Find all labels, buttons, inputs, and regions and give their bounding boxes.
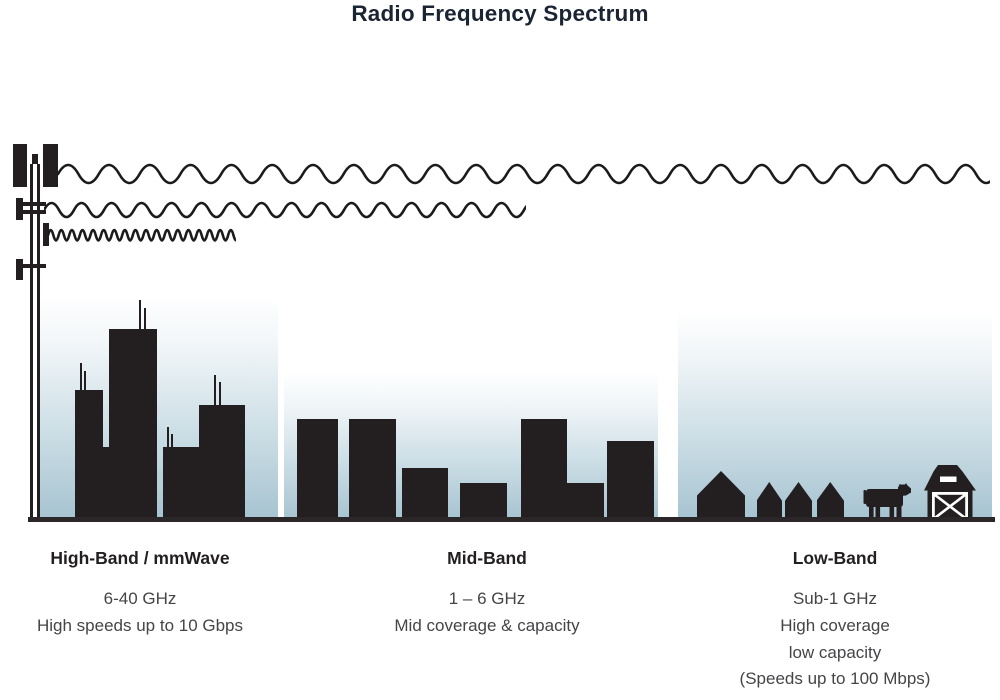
low-building — [100, 447, 112, 518]
midrise-building — [402, 468, 448, 518]
tower-mast-right-rail — [36, 164, 41, 518]
midrise-building — [460, 482, 507, 518]
skyscraper — [198, 404, 245, 518]
tower-side-antenna — [42, 222, 49, 246]
barn-icon — [924, 465, 976, 518]
tower-side-antenna — [16, 198, 23, 220]
band-frequency: 6-40 GHz — [103, 589, 177, 608]
rooftop-antenna — [218, 382, 221, 405]
band-frequency: 1 – 6 GHz — [448, 589, 526, 608]
band-description: High coverage — [780, 615, 890, 635]
band-description: Mid coverage & capacity — [394, 615, 580, 635]
band-label-low: Low-Band Sub-1 GHz High coverage low cap… — [705, 548, 965, 693]
low-band-wave — [58, 163, 990, 185]
skyscraper — [75, 390, 103, 518]
high-band-wave — [48, 228, 236, 242]
tower-mast-top — [31, 154, 38, 164]
midrise-building — [297, 419, 338, 518]
band-name: Low-Band — [792, 548, 878, 568]
tower-crossarm — [18, 264, 46, 269]
midrise-building — [567, 482, 604, 518]
rooftop-antenna — [167, 427, 169, 448]
rooftop-antenna — [79, 363, 82, 391]
rooftop-antenna — [213, 375, 216, 405]
rooftop-antenna — [144, 307, 146, 330]
cow-icon — [863, 483, 911, 520]
tower-side-antenna — [16, 259, 23, 280]
rooftop-antenna — [139, 300, 141, 330]
tower-antenna-panel-right — [43, 144, 58, 187]
band-label-mid: Mid-Band 1 – 6 GHz Mid coverage & capaci… — [357, 548, 617, 640]
tower-antenna-panel-left — [12, 144, 27, 187]
midrise-building — [607, 441, 654, 518]
skyscraper — [109, 329, 157, 518]
ground-line — [28, 516, 995, 522]
tower-crossarm — [18, 210, 46, 215]
tower-crossarm — [18, 201, 46, 206]
band-name: Mid-Band — [447, 548, 527, 568]
midrise-building — [521, 419, 567, 518]
band-description: low capacity — [788, 642, 882, 662]
rooftop-antenna — [171, 434, 173, 448]
midrise-building — [349, 419, 396, 518]
band-name: High-Band / mmWave — [50, 548, 230, 568]
band-frequency: Sub-1 GHz — [792, 589, 878, 608]
rooftop-antenna — [84, 371, 86, 391]
mid-band-wave — [44, 201, 526, 219]
band-description: (Speeds up to 100 Mbps) — [739, 669, 931, 689]
band-description: High speeds up to 10 Gbps — [36, 615, 244, 635]
tower-mast-left-rail — [30, 164, 34, 518]
page-title: Radio Frequency Spectrum — [351, 1, 649, 26]
low-building — [163, 447, 201, 518]
band-label-high: High-Band / mmWave 6-40 GHz High speeds … — [10, 548, 270, 640]
